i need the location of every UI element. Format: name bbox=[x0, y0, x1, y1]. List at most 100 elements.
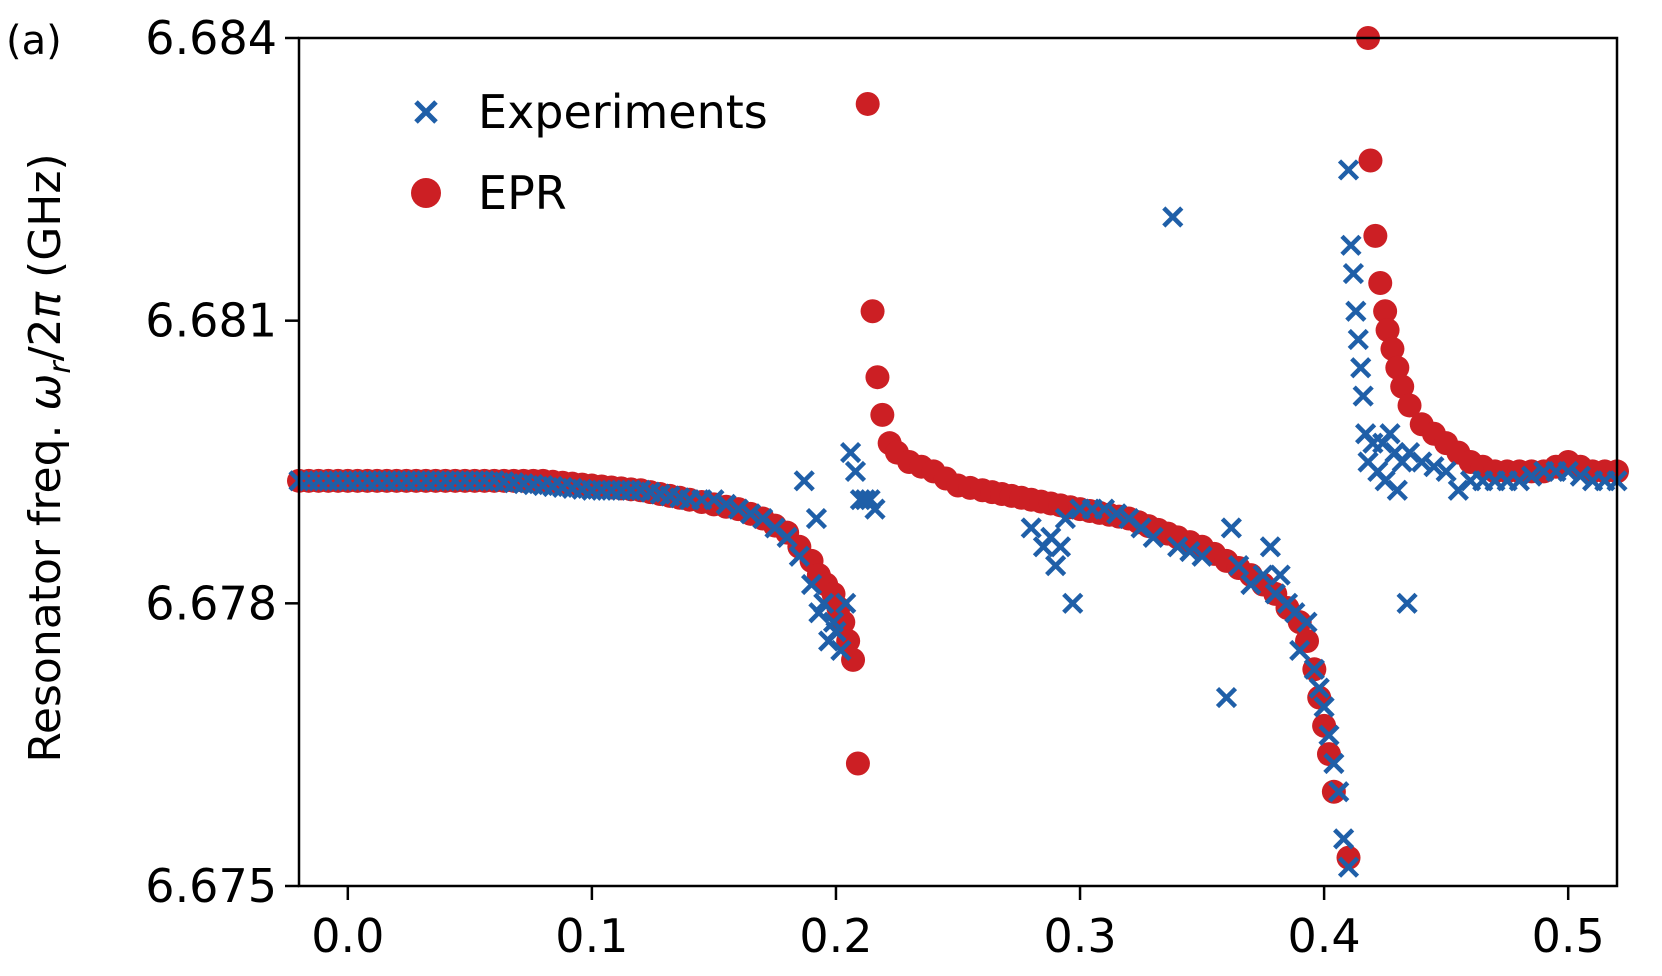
experiments-point bbox=[1342, 262, 1364, 285]
experiments-point bbox=[1252, 564, 1274, 586]
legend-label-experiments: Experiments bbox=[478, 85, 768, 139]
x-tick-label: 0.2 bbox=[799, 909, 872, 963]
experiments-point bbox=[1569, 465, 1591, 487]
plot-area bbox=[287, 26, 1629, 878]
epr-point bbox=[1385, 355, 1410, 380]
y-axis-title-pi: π bbox=[20, 290, 71, 318]
experiments-point bbox=[1435, 460, 1457, 483]
experiments-point bbox=[1054, 507, 1076, 530]
epr-point bbox=[1390, 374, 1415, 399]
y-axis-title-unit: (GHz) bbox=[20, 153, 71, 292]
epr-point bbox=[1397, 393, 1422, 418]
experiments-point bbox=[1328, 781, 1350, 803]
experiments-point bbox=[788, 545, 810, 567]
x-tick-label: 0.1 bbox=[555, 909, 628, 963]
experiments-point bbox=[727, 498, 749, 520]
experiments-point bbox=[1337, 856, 1360, 878]
experiments-point bbox=[864, 498, 886, 520]
legend: Experiments EPR bbox=[411, 85, 768, 220]
experiments-point bbox=[1396, 592, 1418, 614]
experiments-point bbox=[840, 441, 862, 464]
experiments-point bbox=[1289, 639, 1311, 662]
experiments-point bbox=[1162, 206, 1184, 228]
experiments-point bbox=[1228, 555, 1250, 577]
experiments-point bbox=[1049, 536, 1072, 558]
experiments-point bbox=[1347, 328, 1369, 351]
epr-point bbox=[1358, 148, 1383, 173]
y-tick-label: 6.684 bbox=[145, 11, 277, 65]
epr-point bbox=[860, 299, 885, 324]
experiments-point bbox=[1323, 752, 1345, 775]
y-tick-label: 6.681 bbox=[145, 294, 277, 348]
epr-point bbox=[1373, 299, 1398, 324]
experiments-point bbox=[1379, 423, 1401, 445]
experiments-point bbox=[715, 493, 737, 515]
experiments-point bbox=[1179, 540, 1201, 563]
epr-point bbox=[1368, 270, 1393, 295]
experiments-point bbox=[1220, 517, 1242, 539]
epr-point bbox=[870, 402, 895, 427]
experiments-point bbox=[739, 503, 762, 525]
experiments-point bbox=[805, 507, 828, 530]
epr-point bbox=[1321, 779, 1346, 804]
epr-point bbox=[1375, 318, 1400, 343]
experiments-point bbox=[844, 460, 867, 483]
plot-frame bbox=[297, 36, 1619, 888]
experiments-point bbox=[776, 526, 798, 548]
y-axis-title-omega: ω bbox=[20, 374, 71, 411]
experiments-point bbox=[703, 489, 725, 511]
y-tick-label: 6.675 bbox=[145, 859, 277, 913]
experiments-point bbox=[1308, 677, 1330, 699]
experiments-point bbox=[1318, 724, 1340, 746]
experiments-point bbox=[1062, 592, 1084, 614]
experiments-point bbox=[1167, 536, 1189, 558]
experiments-point bbox=[793, 470, 815, 492]
experiments-point bbox=[835, 592, 857, 614]
svg-text:Resonator freq. ωr/2π (GHz): Resonator freq. ωr/2π (GHz) bbox=[20, 153, 78, 762]
y-axis-title-tail: /2 bbox=[20, 318, 71, 361]
experiments-point bbox=[1215, 686, 1238, 709]
experiments-point bbox=[1345, 300, 1367, 322]
experiments-point bbox=[1093, 498, 1116, 520]
experiments-point bbox=[825, 621, 847, 643]
axis-ticks: 6.675 6.678 6.681 6.684 0.0 0.1 0.2 0.3 0.4 0.5 bbox=[145, 11, 1604, 963]
experiments-point bbox=[1352, 385, 1374, 407]
epr-point bbox=[1380, 336, 1405, 361]
experiments-point bbox=[1337, 159, 1360, 181]
y-axis-title-main: Resonator freq. bbox=[20, 410, 71, 762]
experiments-point bbox=[1508, 470, 1530, 492]
x-tick-label: 0.3 bbox=[1043, 909, 1116, 963]
epr-point bbox=[855, 91, 880, 116]
x-tick-label: 0.4 bbox=[1288, 909, 1361, 963]
x-tick-label: 0.5 bbox=[1532, 909, 1605, 963]
epr-point bbox=[865, 365, 890, 390]
experiments-point bbox=[1350, 357, 1372, 379]
experiments-point bbox=[1142, 526, 1164, 548]
experiments-point bbox=[1333, 828, 1355, 850]
experiments-point bbox=[813, 592, 835, 614]
epr-point bbox=[845, 751, 870, 776]
experiments-point bbox=[830, 639, 852, 662]
y-axis-title: Resonator freq. ωr/2π (GHz) bbox=[20, 153, 78, 762]
epr-point bbox=[1363, 223, 1388, 248]
legend-label-epr: EPR bbox=[478, 166, 567, 220]
y-axis-title-subscript: r bbox=[43, 360, 78, 374]
experiments-point bbox=[1191, 545, 1213, 567]
experiments-point bbox=[1106, 503, 1128, 525]
experiments-point bbox=[1386, 479, 1408, 501]
experiments-point bbox=[1520, 465, 1543, 487]
legend-marker-epr bbox=[411, 178, 441, 208]
experiments-point bbox=[1259, 536, 1282, 558]
x-tick-label: 0.0 bbox=[311, 909, 384, 963]
series-epr bbox=[287, 26, 1629, 870]
experiments-point bbox=[1423, 456, 1445, 478]
experiments-point bbox=[1296, 611, 1318, 633]
legend-marker-experiments bbox=[414, 100, 438, 124]
experiments-point bbox=[1411, 451, 1433, 473]
experiments-point bbox=[1340, 234, 1362, 256]
experiments-point bbox=[1269, 564, 1291, 586]
panel-label: (a) bbox=[6, 18, 62, 64]
experiments-point bbox=[1557, 460, 1579, 483]
y-tick-label: 6.678 bbox=[145, 576, 277, 630]
